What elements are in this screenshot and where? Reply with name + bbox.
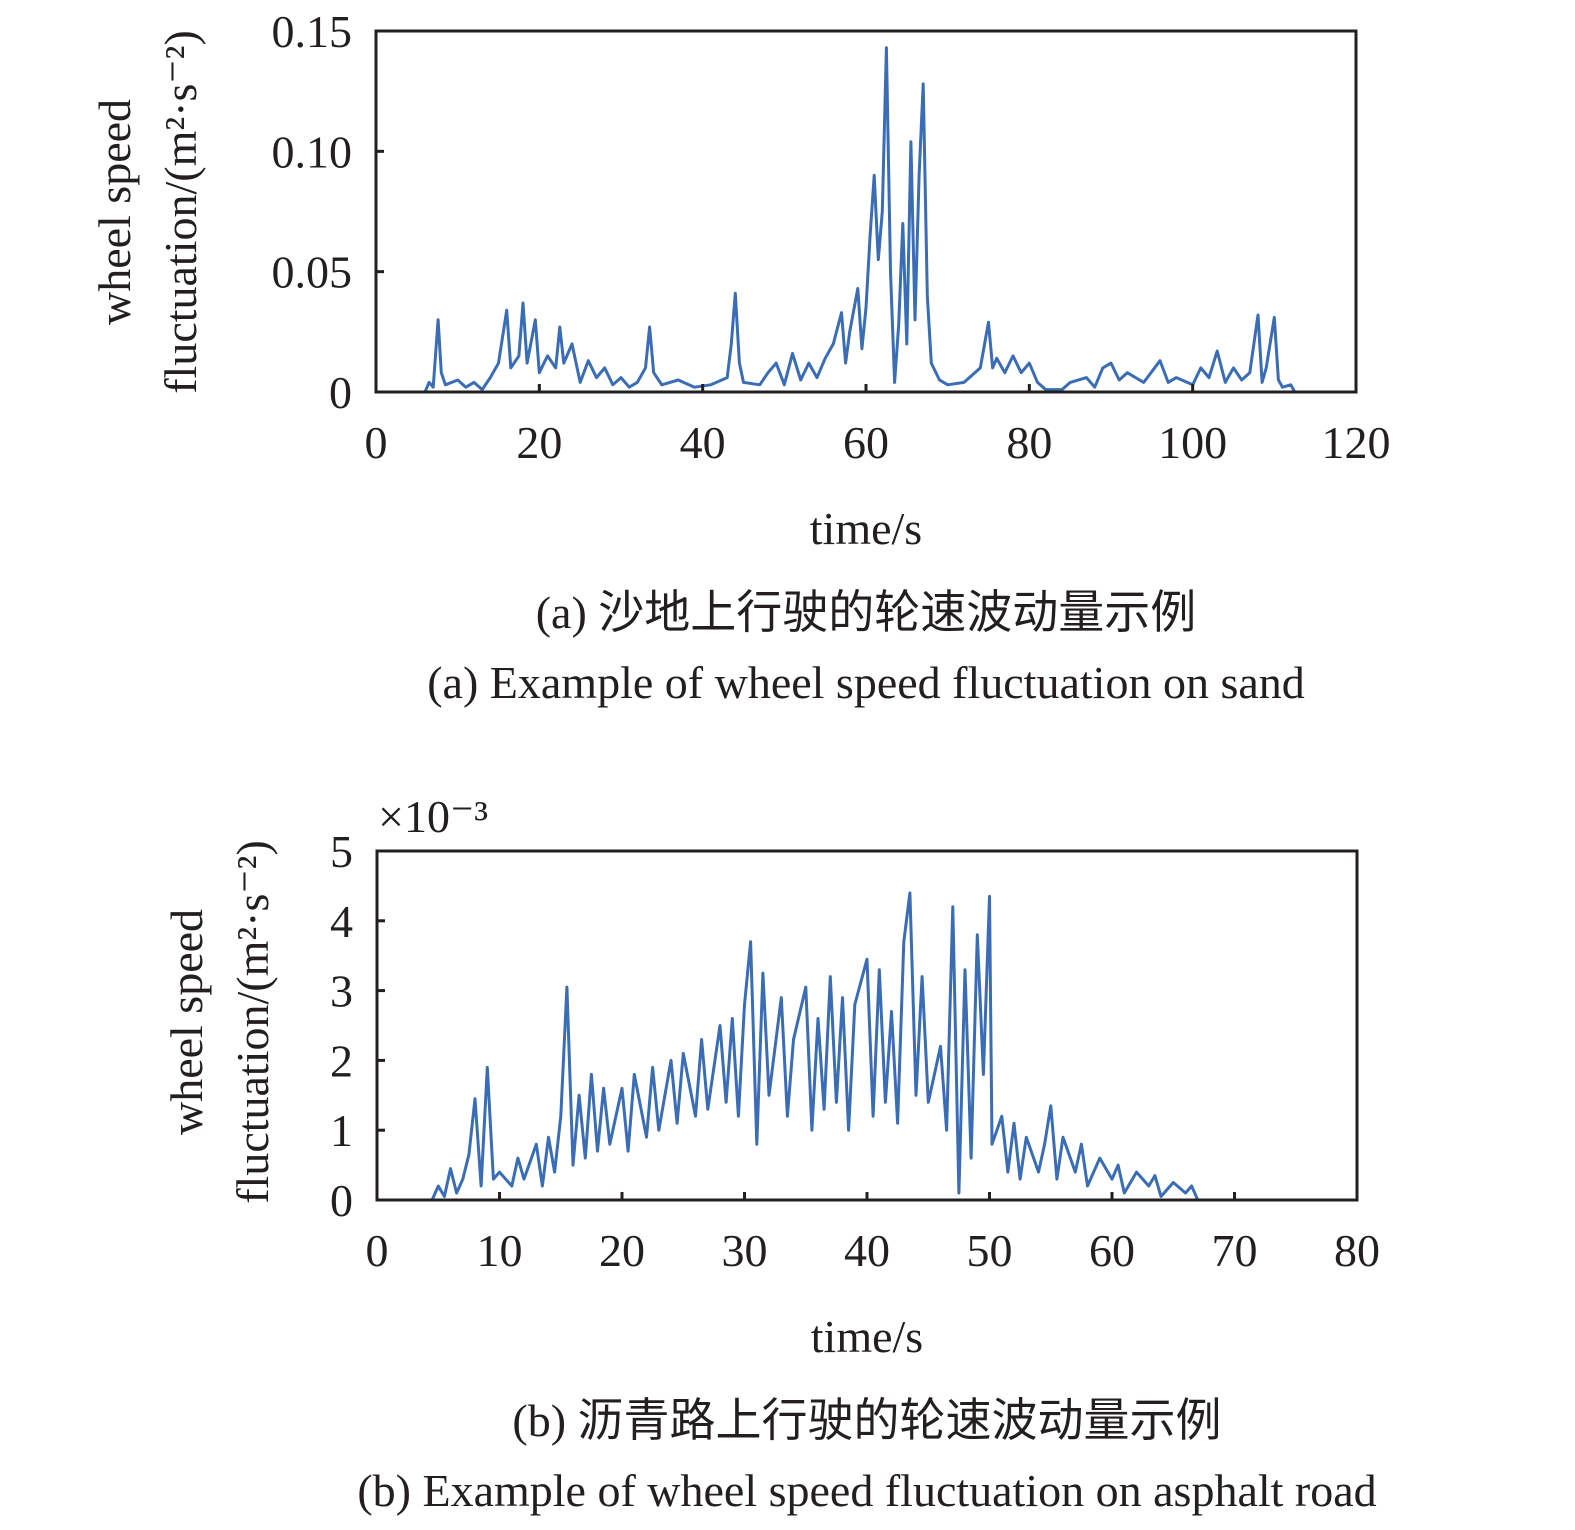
x-tick-label: 10: [477, 1225, 523, 1276]
x-tick-label: 30: [722, 1225, 768, 1276]
chart-a: wheel speed fluctuation/(m²·s⁻²) time/s …: [89, 6, 1391, 708]
plot-frame: [374, 29, 1358, 394]
ylabel-a-line2: fluctuation/(m²·s⁻²): [155, 30, 206, 394]
x-tick-label: 20: [516, 417, 562, 468]
caption-a-en: (a) Example of wheel speed fluctuation o…: [427, 657, 1305, 708]
series-line: [423, 46, 1297, 393]
y-tick-label: 4: [330, 896, 353, 947]
x-tick-label: 40: [680, 417, 726, 468]
x-tick-label: 60: [1089, 1225, 1135, 1276]
x-tick-label: 0: [365, 417, 388, 468]
x-tick-label: 100: [1158, 417, 1227, 468]
y-tick-label: 1: [330, 1105, 353, 1156]
y-tick-label: 0.05: [272, 247, 353, 298]
caption-b-cn: (b) 沥青路上行驶的轮速波动量示例: [512, 1395, 1221, 1446]
x-tick-label: 20: [599, 1225, 645, 1276]
ylabel-a-line1: wheel speed: [89, 99, 140, 325]
y-tick-label: 0: [329, 367, 352, 418]
y-tick-label: 0.15: [272, 6, 353, 57]
x-tick-label: 80: [1334, 1225, 1380, 1276]
y-tick-label: 0: [330, 1175, 353, 1226]
ylabel-b-line2: fluctuation/(m²·s⁻²): [227, 840, 278, 1204]
x-tick-label: 50: [967, 1225, 1013, 1276]
x-tick-label: 0: [366, 1225, 389, 1276]
caption-a-cn: (a) 沙地上行驶的轮速波动量示例: [536, 587, 1197, 638]
x-tick-label: 80: [1006, 417, 1052, 468]
x-tick-label: 40: [844, 1225, 890, 1276]
y-tick-label: 0.10: [272, 126, 353, 177]
ylabel-b-line1: wheel speed: [161, 909, 212, 1135]
caption-b-en: (b) Example of wheel speed fluctuation o…: [357, 1465, 1376, 1516]
plot-frame: [375, 849, 1359, 1202]
x-tick-label: 70: [1212, 1225, 1258, 1276]
chart-b: wheel speed fluctuation/(m²·s⁻²) ×10⁻³ t…: [161, 791, 1380, 1516]
x-tick-label: 60: [843, 417, 889, 468]
xlabel-a: time/s: [810, 503, 922, 554]
series-line: [430, 891, 1200, 1201]
xlabel-b: time/s: [811, 1311, 923, 1362]
x-tick-label: 120: [1322, 417, 1391, 468]
y-tick-label: 5: [330, 826, 353, 877]
y-tick-label: 2: [330, 1035, 353, 1086]
y-multiplier: ×10⁻³: [378, 791, 488, 842]
y-tick-label: 3: [330, 966, 353, 1017]
